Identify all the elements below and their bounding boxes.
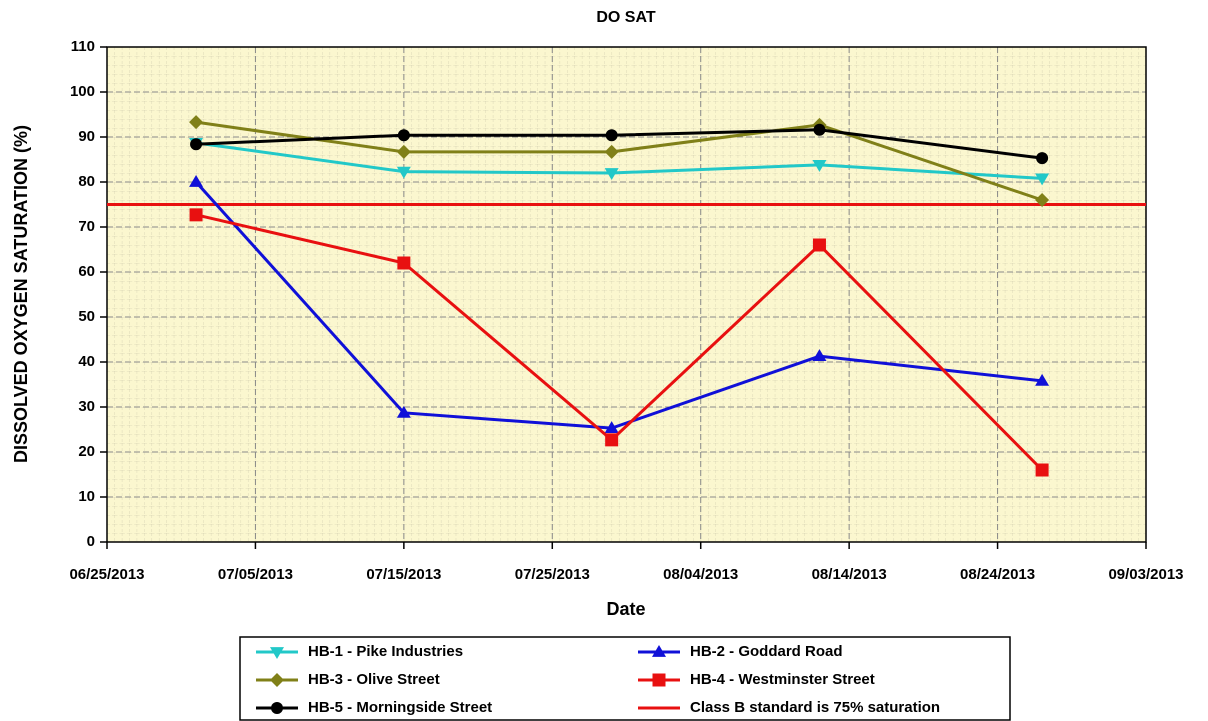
y-tick-label: 60 — [78, 263, 95, 280]
marker — [190, 138, 203, 151]
marker — [605, 129, 618, 142]
x-tick-label: 06/25/2013 — [69, 566, 144, 583]
marker — [189, 208, 203, 222]
legend-text: HB-5 - Morningside Street — [308, 699, 492, 716]
marker — [270, 673, 284, 687]
y-axis-title: DISSOLVED OXYGEN SATURATION (%) — [11, 125, 31, 463]
marker — [270, 647, 284, 659]
y-tick-label: 110 — [71, 38, 95, 55]
legend-text: HB-2 - Goddard Road — [690, 643, 843, 660]
marker — [397, 129, 410, 142]
x-tick-label: 07/15/2013 — [366, 566, 441, 583]
legend-text: Class B standard is 75% saturation — [690, 699, 940, 716]
x-axis-title: Date — [606, 599, 645, 619]
marker — [1036, 152, 1049, 165]
marker — [1035, 373, 1050, 386]
x-tick-label: 08/24/2013 — [960, 566, 1035, 583]
marker — [813, 123, 826, 136]
marker — [812, 160, 827, 172]
legend-text: HB-1 - Pike Industries — [308, 643, 463, 660]
marker — [396, 144, 411, 159]
marker — [652, 673, 666, 687]
legend-box — [239, 636, 1011, 721]
y-tick-label: 90 — [78, 128, 95, 145]
y-tick-label: 80 — [78, 173, 95, 190]
x-tick-label: 07/25/2013 — [515, 566, 590, 583]
marker — [605, 433, 619, 447]
marker — [189, 175, 204, 187]
marker — [396, 405, 411, 418]
y-tick-label: 50 — [78, 308, 95, 325]
y-tick-label: 100 — [70, 83, 95, 100]
y-tick-label: 0 — [87, 533, 95, 550]
legend-text: HB-4 - Westminster Street — [690, 671, 875, 688]
marker — [604, 144, 619, 159]
marker — [604, 421, 619, 434]
y-tick-label: 20 — [78, 443, 95, 460]
y-tick-label: 30 — [78, 398, 95, 415]
plot-frame — [106, 46, 1147, 543]
marker — [1035, 463, 1049, 477]
marker — [189, 115, 204, 130]
marker — [396, 166, 411, 179]
x-tick-label: 09/03/2013 — [1108, 566, 1183, 583]
x-tick-label: 07/05/2013 — [218, 566, 293, 583]
marker — [271, 702, 283, 714]
marker — [1035, 193, 1050, 207]
marker — [812, 238, 826, 252]
y-tick-label: 70 — [78, 218, 95, 235]
y-tick-label: 40 — [78, 353, 95, 370]
y-tick-label: 10 — [78, 488, 95, 505]
chart-title: DO SAT — [596, 9, 655, 26]
marker — [812, 349, 827, 362]
marker — [397, 256, 411, 270]
marker — [1035, 173, 1050, 186]
marker — [604, 168, 619, 180]
legend-text: HB-3 - Olive Street — [308, 671, 440, 688]
x-tick-label: 08/14/2013 — [812, 566, 887, 583]
x-tick-label: 08/04/2013 — [663, 566, 738, 583]
plot-area — [107, 47, 1146, 542]
marker — [652, 645, 666, 657]
